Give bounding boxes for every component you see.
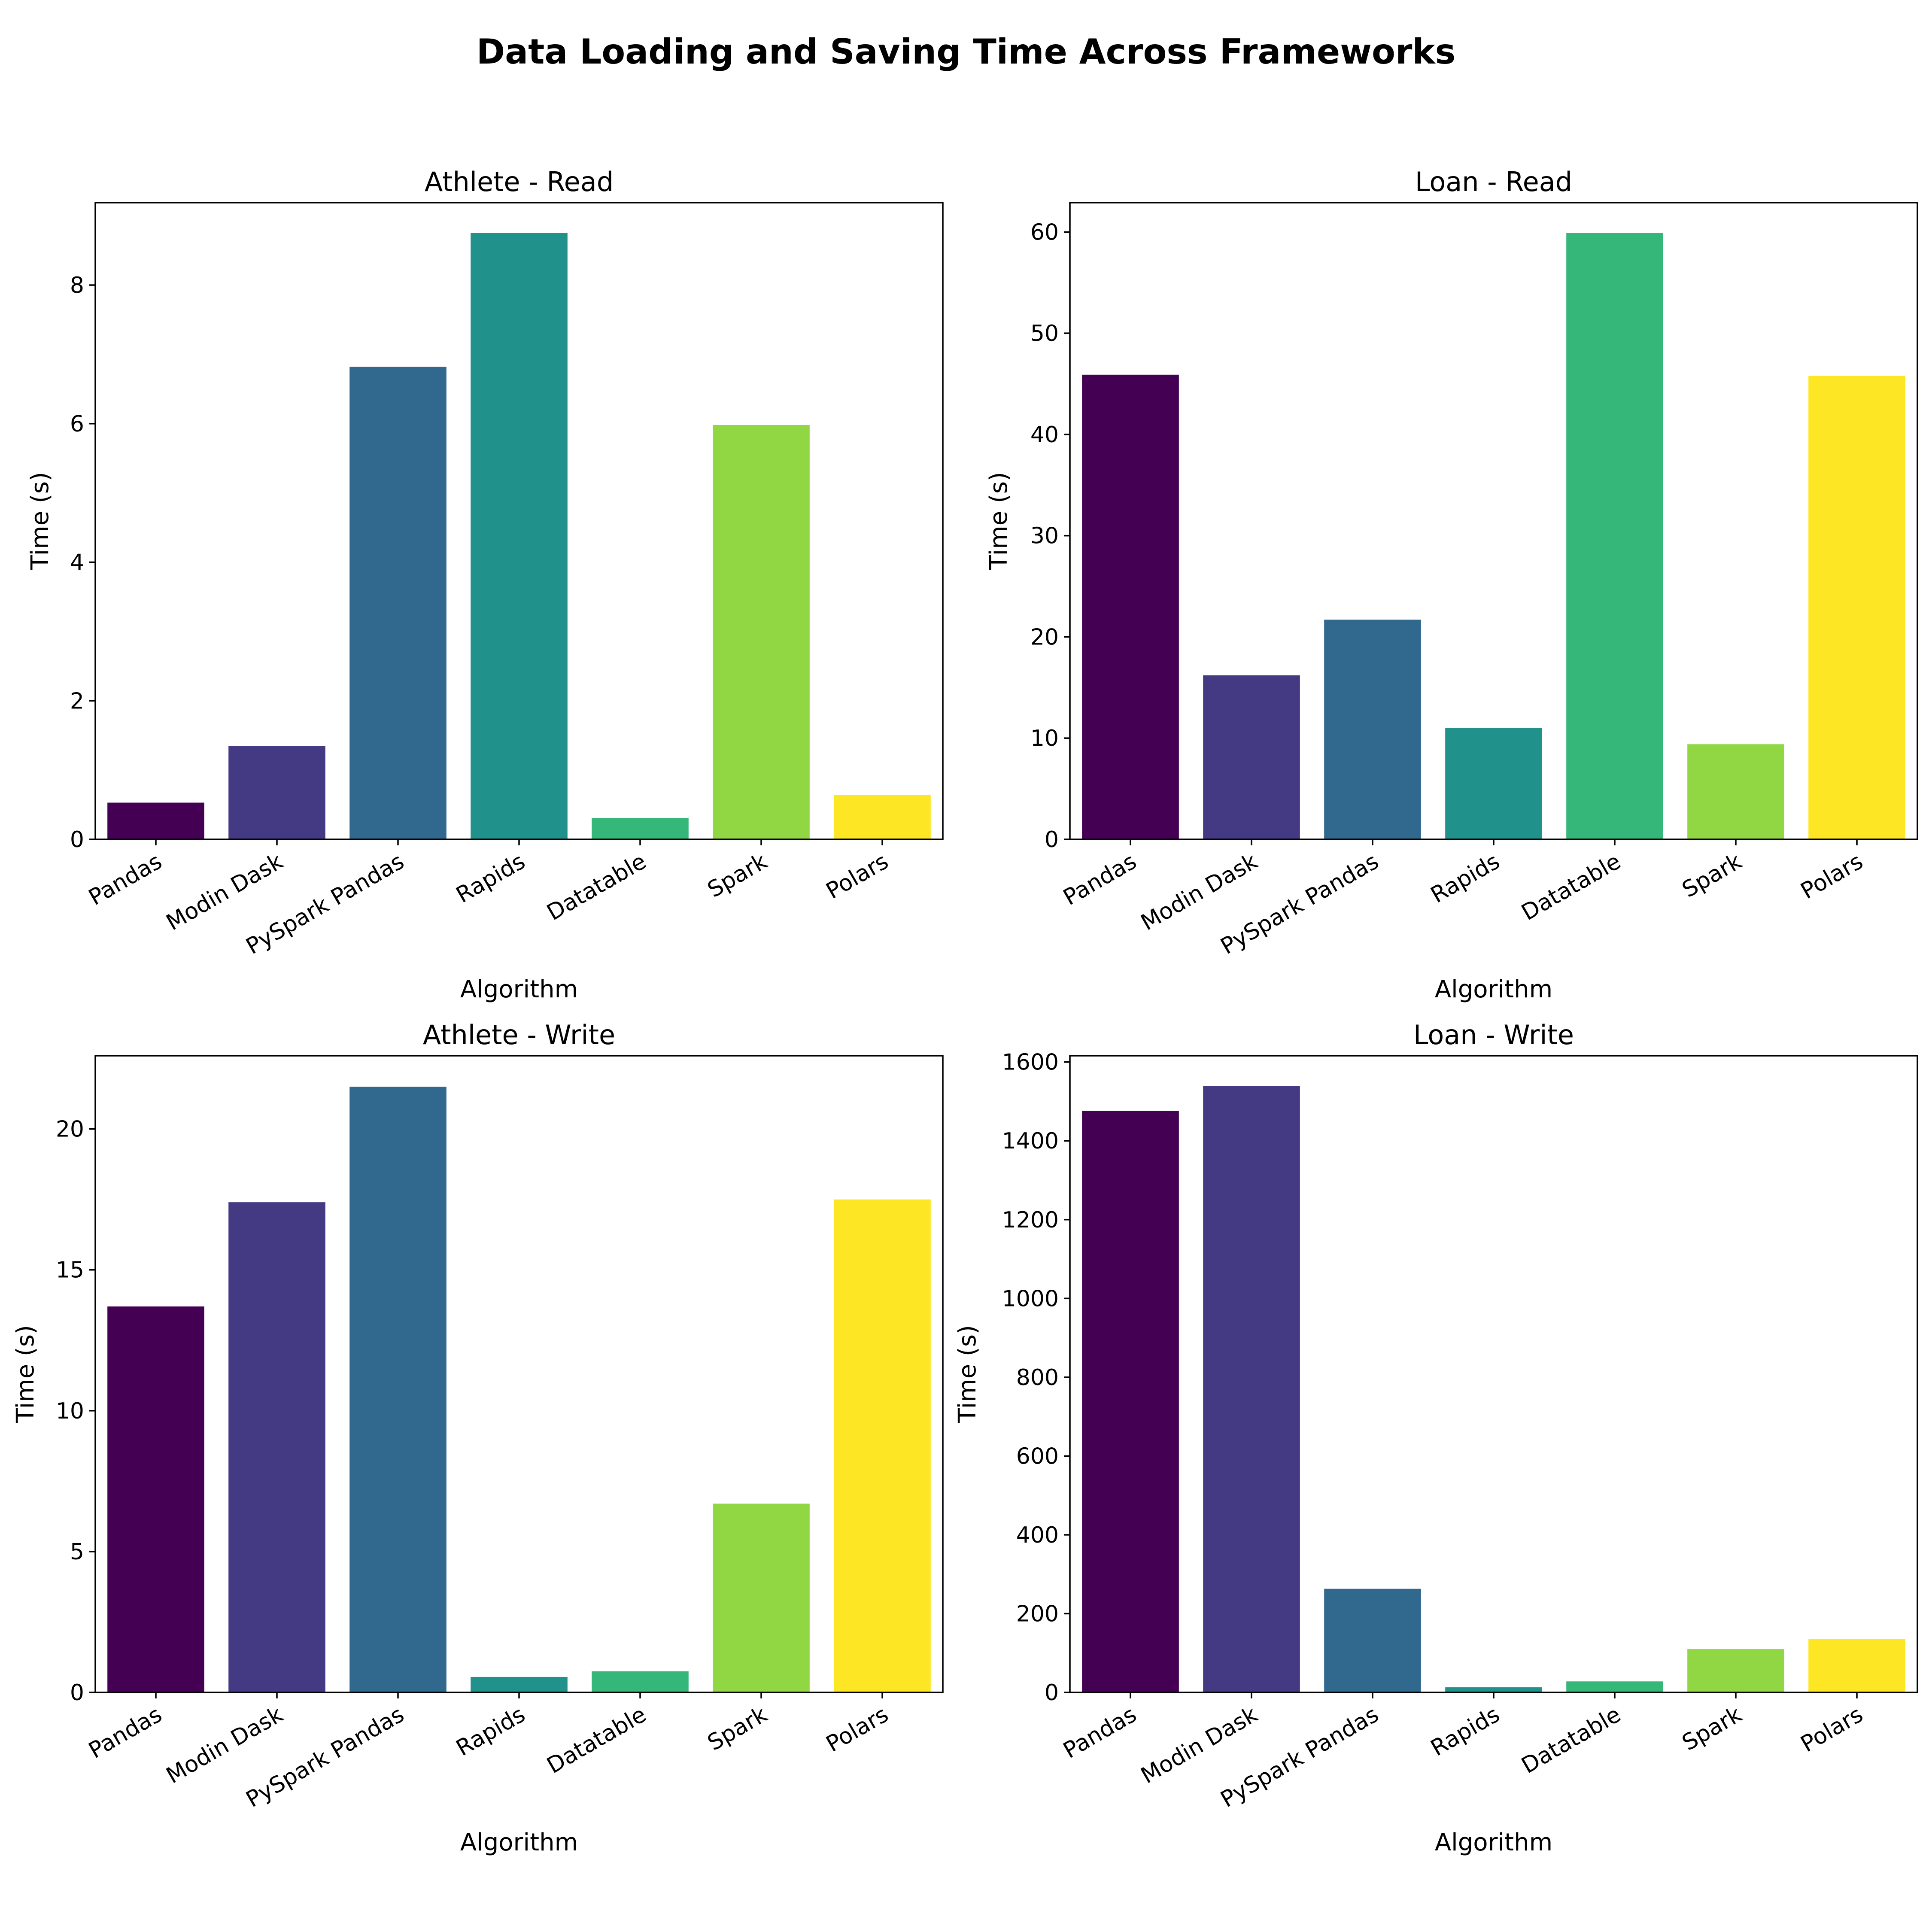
bar-pandas [1082,1111,1179,1692]
y-tick-label: 40 [1030,422,1059,448]
y-tick-label: 30 [1030,523,1059,549]
bar-polars [1808,1639,1905,1692]
x-axis-label: Algorithm [1435,975,1552,1003]
bar-spark [1687,744,1784,839]
bar-pyspark-pandas [349,1087,447,1692]
bar-rapids [1445,728,1542,839]
bar-polars [1808,376,1905,840]
y-tick-label: 8 [70,273,84,298]
y-axis-label: Time (s) [26,472,54,570]
y-axis-label: Time (s) [985,472,1013,570]
panel-title: Loan - Read [1415,166,1572,197]
y-axis-label: Time (s) [12,1325,39,1423]
bar-rapids [471,233,568,839]
bar-polars [834,795,931,839]
bar-spark [713,425,810,839]
bar-polars [834,1199,931,1692]
y-tick-label: 50 [1030,321,1059,346]
x-axis-label: Algorithm [460,1829,578,1856]
bar-datatable [1566,1681,1663,1692]
y-tick-label: 1000 [1002,1286,1059,1312]
bar-datatable [1566,233,1663,840]
bar-spark [713,1504,810,1692]
y-tick-label: 60 [1030,219,1059,245]
bar-rapids [1445,1687,1542,1692]
bar-pandas [107,802,204,839]
bar-rapids [471,1677,568,1692]
bar-pandas [1082,374,1179,839]
x-axis-label: Algorithm [460,975,578,1003]
y-tick-label: 5 [70,1539,84,1565]
y-axis-label: Time (s) [954,1325,981,1423]
y-tick-label: 6 [70,411,84,437]
bar-modin-dask [228,1202,325,1692]
bar-modin-dask [1203,1086,1300,1692]
y-tick-label: 800 [1016,1365,1059,1391]
panel-title: Loan - Write [1413,1019,1574,1051]
y-tick-label: 400 [1016,1522,1059,1548]
y-tick-label: 20 [56,1117,84,1142]
bar-pyspark-pandas [1324,1589,1421,1692]
figure-title: Data Loading and Saving Time Across Fram… [477,32,1455,72]
panel-title: Athlete - Read [425,166,614,197]
y-tick-label: 2 [70,688,84,714]
bar-modin-dask [228,746,325,839]
bar-spark [1687,1649,1784,1692]
y-tick-label: 0 [70,1680,84,1706]
bar-modin-dask [1203,675,1300,839]
y-tick-label: 0 [1045,1680,1059,1706]
y-tick-label: 15 [56,1258,84,1283]
y-tick-label: 10 [1030,726,1059,751]
bar-pyspark-pandas [349,367,447,839]
bar-datatable [592,1671,689,1692]
panel-title: Athlete - Write [423,1019,615,1051]
y-tick-label: 4 [70,550,84,576]
y-tick-label: 20 [1030,624,1059,650]
y-tick-label: 1200 [1002,1207,1059,1233]
y-tick-label: 1600 [1002,1050,1059,1075]
y-tick-label: 600 [1016,1443,1059,1469]
x-axis-label: Algorithm [1435,1829,1552,1856]
bar-pyspark-pandas [1324,620,1421,839]
y-tick-label: 10 [56,1398,84,1424]
bar-datatable [592,818,689,839]
bar-pandas [107,1306,204,1692]
y-tick-label: 1400 [1002,1128,1059,1154]
y-tick-label: 200 [1016,1601,1059,1627]
y-tick-label: 0 [1045,827,1059,853]
y-tick-label: 0 [70,827,84,853]
